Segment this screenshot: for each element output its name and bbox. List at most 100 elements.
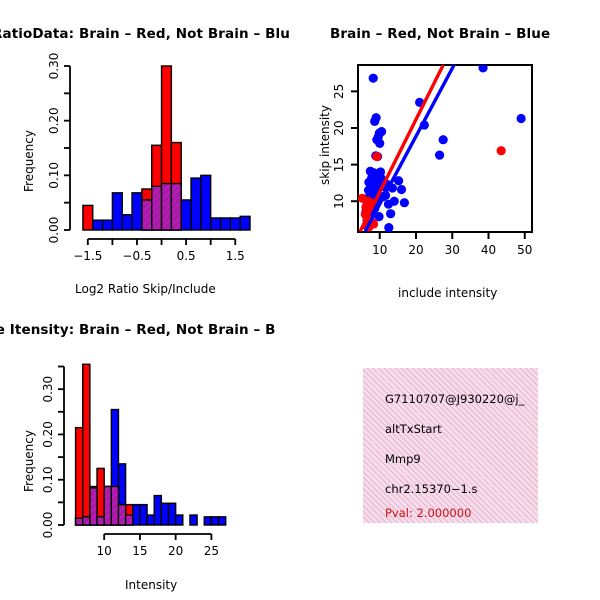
histogram-bar-notbrain (153, 494, 163, 526)
y-axis-tick-label: 0.30 (47, 53, 61, 80)
scatter-point-notbrain (516, 113, 526, 124)
histogram-bar-notbrain (200, 174, 212, 231)
scatter-point-notbrain (375, 167, 386, 177)
histogram-bar-notbrain (132, 503, 141, 526)
y-axis-tick-label: 0.30 (41, 376, 55, 403)
histogram-bar-overlap (151, 185, 163, 231)
plot-frame (357, 64, 533, 233)
histogram-bar-overlap (124, 514, 134, 526)
info-line-event-type: altTxStart (385, 422, 442, 436)
histogram-bar-notbrain (167, 502, 177, 526)
histogram-bar-overlap (117, 503, 127, 526)
histogram-bar-overlap (82, 516, 91, 526)
histogram-bars (74, 363, 227, 526)
scatter-point-notbrain (375, 138, 385, 148)
scatter-point-notbrain (368, 73, 378, 83)
scatter-point-brain (372, 151, 382, 162)
y-axis-tick-label: 0.00 (41, 512, 55, 539)
info-panel: G7110707@J930220@j_ altTxStart Mmp9 chr2… (363, 368, 538, 523)
scatter-point-notbrain (384, 223, 394, 232)
histogram-ratio-xlabel: Log2 Ratio Skip/Include (75, 282, 216, 296)
scatter-point-notbrain (374, 128, 384, 138)
histogram-bar-overlap (110, 485, 120, 526)
histogram-bar-notbrain (189, 514, 198, 526)
x-axis-tick-label: 30 (445, 243, 460, 257)
histogram-bar-notbrain (180, 199, 192, 231)
histogram-bar-notbrain (160, 502, 170, 526)
histogram-bar-brain (74, 426, 84, 526)
histogram-intensity-plot: 0.00 0.10 0.20 0.30 10 15 20 25 (0, 348, 300, 576)
x-axis-tick-label: 40 (481, 243, 496, 257)
histogram-bar-notbrain (121, 213, 133, 231)
x-axis (378, 232, 526, 239)
histogram-intensity-title: ne Itensity: Brain – Red, Not Brain – B (0, 322, 276, 338)
histogram-bar-notbrain (217, 516, 227, 526)
x-axis-tick-label: −0.5 (122, 249, 151, 263)
histogram-intensity-xlabel: Intensity (125, 578, 178, 592)
scatter-point-notbrain (386, 209, 396, 219)
info-line-pval: Pval: 2.000000 (385, 506, 472, 520)
y-axis-tick-label: 0.20 (41, 421, 55, 448)
x-axis-tick-label: 50 (517, 243, 532, 257)
histogram-bar-notbrain (111, 192, 123, 231)
x-axis-tick-label: −1.5 (73, 249, 102, 263)
y-axis-tick-label: 0.10 (47, 162, 61, 189)
y-axis-tick-label: 0.00 (47, 217, 61, 244)
scatter-point-brain (361, 202, 371, 212)
histogram-ratio-title: RatioData: Brain – Red, Not Brain – Blu (0, 26, 290, 42)
scatter-point-notbrain (396, 184, 407, 195)
info-line-locus: chr2.15370−1.s (385, 482, 478, 496)
info-line-id: G7110707@J930220@j_ (385, 392, 525, 406)
x-axis-tick-label: 25 (204, 544, 219, 558)
histogram-bar-notbrain (210, 516, 220, 526)
x-axis (103, 533, 213, 540)
histogram-bar-notbrain (239, 215, 251, 231)
scatter-point-notbrain (434, 150, 445, 160)
histogram-bar-notbrain (101, 219, 114, 231)
scatter-point-notbrain (374, 212, 384, 222)
y-axis (58, 365, 65, 526)
histogram-bar-brain (82, 363, 91, 526)
histogram-bar-notbrain (190, 177, 202, 231)
histogram-ratio-plot: 0.00 0.10 0.20 0.30 −1.5 −0.5 0.5 1.5 (0, 50, 300, 280)
y-axis-tick-label: 25 (332, 84, 346, 99)
scatter-point-notbrain (399, 198, 409, 208)
histogram-bars (82, 65, 251, 231)
x-axis-tick-label: 20 (168, 544, 183, 558)
info-line-gene: Mmp9 (385, 452, 421, 466)
fit-line-brain (358, 65, 445, 232)
histogram-bar-overlap (89, 487, 98, 526)
scatter-point-notbrain (478, 65, 488, 73)
scatter-point-notbrain (394, 176, 404, 186)
x-axis-tick-label: 10 (372, 243, 387, 257)
histogram-bar-notbrain (209, 217, 222, 231)
histogram-bar-notbrain (229, 217, 241, 231)
histogram-bar-overlap (103, 485, 113, 526)
x-axis-tick-label: 0.5 (177, 249, 196, 263)
y-axis (64, 65, 71, 231)
histogram-bar-overlap (141, 199, 153, 231)
x-axis-tick-label: 10 (97, 544, 112, 558)
histogram-bar-overlap (170, 182, 182, 231)
y-axis-tick-label: 15 (332, 157, 346, 172)
histogram-bar-notbrain (139, 503, 148, 526)
scatter-intensity-xlabel: include intensity (398, 286, 498, 300)
histogram-bar-notbrain (174, 514, 184, 526)
histogram-bar-overlap (160, 182, 173, 231)
histogram-bar-notbrain (92, 219, 104, 231)
y-axis-tick-label: 0.10 (41, 466, 55, 493)
y-axis-tick-label: 20 (332, 120, 346, 135)
histogram-bar-notbrain (131, 192, 143, 231)
histogram-bar-overlap (74, 517, 84, 526)
histogram-bar-notbrain (219, 217, 232, 231)
x-axis-tick-label: 1.5 (226, 249, 245, 263)
histogram-bar-notbrain (203, 516, 213, 526)
scatter-content (358, 65, 526, 232)
y-axis-tick-label: 0.20 (47, 107, 61, 134)
y-axis-tick-label: 10 (332, 194, 346, 209)
info-panel-background (363, 368, 538, 523)
y-axis (351, 90, 358, 203)
scatter-point-notbrain (438, 135, 448, 145)
histogram-bar-notbrain (146, 514, 155, 526)
scatter-intensity-title: Brain – Red, Not Brain – Blue (330, 26, 551, 42)
